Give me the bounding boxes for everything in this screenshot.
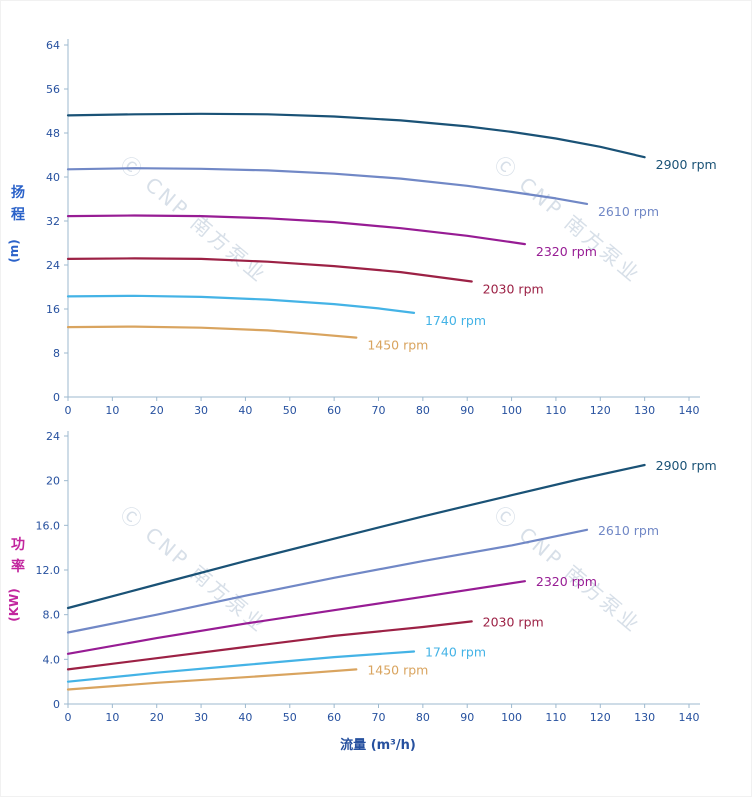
- series-line: [66, 325, 358, 339]
- x-tick-label: 110: [545, 404, 566, 417]
- x-tick-label: 70: [372, 404, 386, 417]
- series-line: [66, 463, 646, 610]
- y-tick-label: 40: [46, 171, 60, 184]
- series-label: 2610 rpm: [598, 523, 659, 538]
- series-label: 1740 rpm: [425, 313, 486, 328]
- x-tick-label: 140: [679, 711, 700, 724]
- series-line: [66, 214, 527, 246]
- series-label: 2320 rpm: [536, 574, 597, 589]
- series-label: 2030 rpm: [483, 282, 544, 297]
- y-tick-label: 8: [53, 347, 60, 360]
- y-axis-title-char: 程: [11, 207, 25, 223]
- y-tick-label: 0: [53, 391, 60, 404]
- y-tick-label: 0: [53, 698, 60, 711]
- x-tick-label: 20: [150, 404, 164, 417]
- x-tick-label: 60: [327, 404, 341, 417]
- x-tick-label: 10: [105, 404, 119, 417]
- x-tick-label: 130: [634, 711, 655, 724]
- series-label: 2900 rpm: [656, 458, 717, 473]
- watermark-text: Ⓒ CNP 南方泵业: [116, 151, 272, 287]
- y-tick-label: 16.0: [36, 519, 61, 532]
- series-label: 2030 rpm: [483, 614, 544, 629]
- y-axis-title-char: 功: [11, 537, 25, 553]
- x-tick-label: 90: [460, 404, 474, 417]
- x-tick-label: 90: [460, 711, 474, 724]
- x-tick-label: 40: [238, 711, 252, 724]
- x-tick-label: 80: [416, 404, 430, 417]
- series-line: [66, 668, 358, 691]
- x-tick-label: 50: [283, 404, 297, 417]
- y-tick-label: 8.0: [43, 609, 61, 622]
- x-tick-label: 30: [194, 404, 208, 417]
- x-tick-label: 70: [372, 711, 386, 724]
- x-tick-label: 20: [150, 711, 164, 724]
- series-label: 2320 rpm: [536, 244, 597, 259]
- series-line: [66, 620, 473, 671]
- y-axis-title-char: 率: [11, 558, 25, 575]
- series-line: [66, 528, 589, 634]
- series-line: [66, 167, 589, 205]
- y-tick-label: 48: [46, 127, 60, 140]
- series-line: [66, 580, 527, 655]
- y-axis-title-char: 扬: [11, 184, 25, 201]
- watermark-text: Ⓒ CNP 南方泵业: [490, 151, 646, 287]
- x-tick-label: 40: [238, 404, 252, 417]
- y-tick-label: 20: [46, 475, 60, 488]
- y-tick-label: 56: [46, 83, 60, 96]
- series-label: 2900 rpm: [656, 157, 717, 172]
- series-label: 1450 rpm: [367, 662, 428, 677]
- y-tick-label: 4.0: [43, 653, 61, 666]
- x-tick-label: 100: [501, 404, 522, 417]
- x-tick-label: 120: [590, 711, 611, 724]
- x-tick-label: 130: [634, 404, 655, 417]
- y-tick-label: 24: [46, 430, 60, 443]
- y-tick-label: 12.0: [36, 564, 61, 577]
- series-line: [66, 650, 416, 683]
- x-axis-title: 流量 (m³/h): [340, 737, 416, 753]
- series-line: [66, 112, 646, 159]
- series-label: 2610 rpm: [598, 204, 659, 219]
- x-tick-label: 0: [65, 711, 72, 724]
- x-tick-label: 120: [590, 404, 611, 417]
- x-tick-label: 140: [679, 404, 700, 417]
- x-tick-label: 0: [65, 404, 72, 417]
- x-tick-label: 60: [327, 711, 341, 724]
- x-tick-label: 50: [283, 711, 297, 724]
- series-label: 1740 rpm: [425, 645, 486, 660]
- head-chart: 0 8 16 24 32 40 48 56 64 0 10 20 30 40 50 60 70 80 90 100 11…: [46, 39, 717, 417]
- x-tick-label: 10: [105, 711, 119, 724]
- power-chart: 0 4.0 8.0 12.0 16.0 20 24 0 10 20 30 40 50 60 70 80 90 10…: [36, 430, 717, 724]
- y-tick-label: 16: [46, 303, 60, 316]
- series-line: [66, 294, 416, 314]
- y-tick-label: 24: [46, 259, 60, 272]
- x-tick-label: 80: [416, 711, 430, 724]
- y-axis-unit: (m): [7, 239, 21, 262]
- x-tick-label: 30: [194, 711, 208, 724]
- y-axis-unit: (KW): [7, 588, 21, 622]
- series-label: 1450 rpm: [367, 338, 428, 353]
- series-line: [66, 257, 473, 283]
- x-tick-label: 100: [501, 711, 522, 724]
- y-tick-label: 32: [46, 215, 60, 228]
- x-tick-label: 110: [545, 711, 566, 724]
- y-tick-label: 64: [46, 39, 60, 52]
